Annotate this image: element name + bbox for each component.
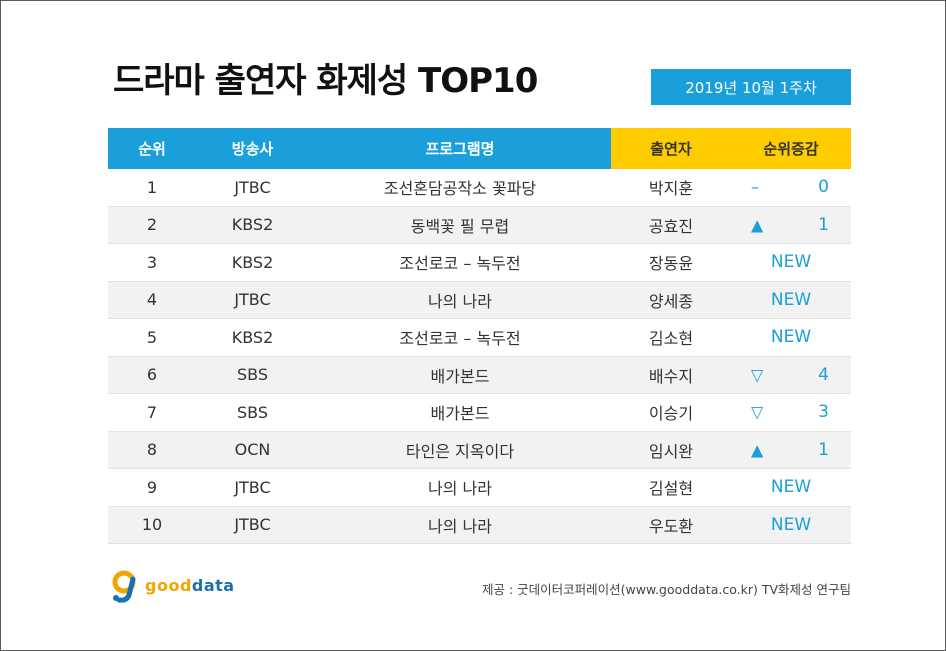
program-cell: 조선혼담공작소 꽃파당 — [383, 179, 537, 199]
gooddata-logo: gooddata — [107, 567, 235, 603]
program-cell: 조선로코 – 녹두전 — [399, 329, 521, 349]
logo-wordmark: gooddata — [145, 576, 235, 595]
actor-cell: 김소현 — [648, 329, 694, 349]
table-row: 10 JTBC 나의 나라 우도환 NEW — [108, 506, 851, 544]
station-cell: KBS2 — [231, 215, 274, 235]
rank-change-cell: ▲ 1 — [731, 432, 851, 469]
station-cell: JTBC — [234, 477, 271, 497]
week-badge: 2019년 10월 1주차 — [651, 69, 851, 105]
station-cell: SBS — [236, 402, 268, 422]
rank-cell: 6 — [146, 365, 158, 385]
new-badge: NEW — [770, 327, 812, 348]
actor-cell: 장동윤 — [648, 254, 694, 274]
table-row: 3 KBS2 조선로코 – 녹두전 장동윤 NEW — [108, 244, 851, 282]
change-value: 0 — [818, 177, 829, 198]
rank-change-cell: ▽ 4 — [731, 357, 851, 394]
header-rank: 순위 — [108, 128, 196, 169]
station-cell: JTBC — [234, 290, 271, 310]
actor-cell: 이승기 — [648, 404, 694, 424]
table-row: 6 SBS 배가본드 배수지 ▽ 4 — [108, 356, 851, 394]
actor-cell: 배수지 — [648, 366, 694, 386]
page-title: 드라마 출연자 화제성 TOP10 — [113, 61, 538, 101]
rank-change-cell: NEW — [731, 282, 851, 319]
rank-cell: 5 — [146, 327, 158, 347]
actor-cell: 공효진 — [648, 216, 694, 236]
rank-cell: 7 — [146, 402, 158, 422]
station-cell: SBS — [236, 365, 268, 385]
header-station: 방송사 — [196, 128, 309, 169]
program-cell: 타인은 지옥이다 — [405, 441, 515, 461]
table-header: 순위 방송사 프로그램명 출연자 순위증감 — [108, 128, 851, 169]
header-change: 순위증감 — [731, 128, 851, 169]
station-cell: JTBC — [234, 515, 271, 535]
rank-change-cell: ▽ 3 — [731, 394, 851, 431]
rank-cell: 3 — [146, 252, 158, 272]
actor-cell: 박지훈 — [648, 179, 694, 199]
actor-cell: 우도환 — [648, 516, 694, 536]
table-row: 5 KBS2 조선로코 – 녹두전 김소현 NEW — [108, 319, 851, 357]
header-actor: 출연자 — [611, 128, 731, 169]
rank-change-cell: NEW — [731, 507, 851, 544]
program-cell: 배가본드 — [430, 366, 490, 386]
actor-cell: 임시완 — [648, 441, 694, 461]
header-program: 프로그램명 — [309, 128, 611, 169]
rank-change-cell: NEW — [731, 319, 851, 356]
logo-text-good: good — [145, 575, 192, 595]
source-credit: 제공 : 굿데이터코퍼레이션(www.gooddata.co.kr) TV화제성… — [482, 582, 851, 597]
program-cell: 배가본드 — [430, 404, 490, 424]
logo-text-data: data — [191, 575, 235, 595]
down-triangle-icon: ▽ — [751, 365, 764, 385]
table-body: 1 JTBC 조선혼담공작소 꽃파당 박지훈 –0 2 KBS2 동백꽃 필 무렵 공효진 ▲ 1 3… — [108, 169, 851, 544]
rank-cell: 10 — [141, 515, 163, 535]
new-badge: NEW — [770, 252, 812, 273]
rank-cell: 1 — [146, 177, 158, 197]
program-cell: 동백꽃 필 무렵 — [410, 216, 510, 236]
table-row: 7 SBS 배가본드 이승기 ▽ 3 — [108, 394, 851, 432]
program-cell: 나의 나라 — [428, 479, 492, 499]
table-row: 1 JTBC 조선혼담공작소 꽃파당 박지훈 –0 — [108, 169, 851, 207]
table-row: 4 JTBC 나의 나라 양세종 NEW — [108, 281, 851, 319]
table-row: 9 JTBC 나의 나라 김설현 NEW — [108, 469, 851, 507]
up-triangle-icon: ▲ — [751, 215, 764, 235]
actor-cell: 김설현 — [648, 479, 694, 499]
no-change-dash-icon: – — [751, 177, 759, 197]
new-badge: NEW — [770, 514, 812, 535]
rank-cell: 9 — [146, 477, 158, 497]
rank-change-cell: –0 — [731, 169, 851, 206]
rank-change-cell: NEW — [731, 469, 851, 506]
station-cell: OCN — [234, 440, 271, 460]
rank-cell: 4 — [146, 290, 158, 310]
ranking-table: 순위 방송사 프로그램명 출연자 순위증감 1 JTBC 조선혼담공작소 꽃파당 박지… — [108, 128, 851, 544]
station-cell: KBS2 — [231, 252, 274, 272]
gooddata-logo-icon — [112, 570, 136, 603]
new-badge: NEW — [770, 289, 812, 310]
program-cell: 조선로코 – 녹두전 — [399, 254, 521, 274]
rank-cell: 2 — [146, 215, 158, 235]
change-value: 3 — [818, 402, 829, 423]
rank-change-cell: ▲ 1 — [731, 207, 851, 244]
change-value: 1 — [818, 439, 829, 460]
table-row: 2 KBS2 동백꽃 필 무렵 공효진 ▲ 1 — [108, 206, 851, 244]
table-row: 8 OCN 타인은 지옥이다 임시완 ▲ 1 — [108, 431, 851, 469]
up-triangle-icon: ▲ — [751, 440, 764, 460]
station-cell: JTBC — [234, 177, 271, 197]
rank-cell: 8 — [146, 440, 158, 460]
down-triangle-icon: ▽ — [751, 402, 764, 422]
change-value: 4 — [818, 364, 829, 385]
actor-cell: 양세종 — [648, 291, 694, 311]
change-value: 1 — [818, 214, 829, 235]
program-cell: 나의 나라 — [428, 291, 492, 311]
new-badge: NEW — [770, 477, 812, 498]
program-cell: 나의 나라 — [428, 516, 492, 536]
station-cell: KBS2 — [231, 327, 274, 347]
rank-change-cell: NEW — [731, 244, 851, 281]
